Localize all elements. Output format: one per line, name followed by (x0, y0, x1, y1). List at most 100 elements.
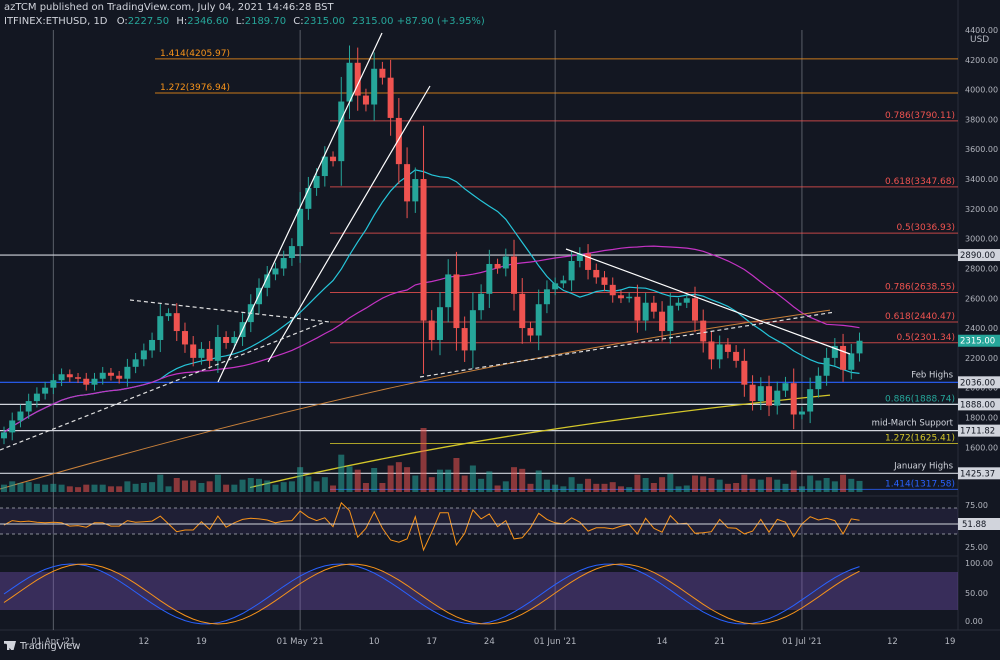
candle-body (766, 386, 773, 406)
volume-bar (288, 481, 295, 492)
candle-body (321, 156, 328, 177)
time-tick-label: 01 May '21 (277, 637, 324, 647)
rsi-tick-label: 25.00 (965, 543, 988, 552)
candle-body (297, 208, 304, 247)
volume-bar (42, 484, 49, 492)
candle-body (807, 389, 814, 412)
volume-bar (239, 479, 246, 492)
price-tag-label: 2036.00 (960, 378, 995, 388)
fib-level-label: 0.5(2301.34) (896, 333, 955, 343)
candle-body (198, 348, 205, 358)
candle-body (511, 256, 518, 294)
candle-body (617, 295, 624, 299)
volume-bar (700, 476, 707, 492)
symbol-label[interactable]: ITFINEX:ETHUSD, 1D (4, 16, 108, 27)
candle-body (33, 393, 40, 402)
candle-body (66, 374, 73, 378)
candle-body (91, 378, 98, 385)
candle-body (313, 176, 320, 188)
fib-level-label: 0.618(3347.68) (885, 177, 955, 187)
time-tick-label: 24 (484, 637, 495, 647)
fib-level-label: 1.272(1625.41) (885, 434, 955, 444)
price-tick-label: 1800.00 (965, 413, 998, 422)
volume-bar (9, 481, 16, 492)
candle-body (50, 380, 57, 388)
ohlc-close-value: 2315.00 (303, 16, 345, 27)
volume-bar (774, 479, 781, 492)
candle-body (840, 345, 847, 370)
volume-bar (190, 480, 197, 492)
volume-bar (585, 478, 592, 492)
volume-bar (807, 475, 814, 492)
publisher-line: azTCM published on TradingView.com, July… (4, 2, 334, 13)
volume-bar (848, 478, 855, 492)
candle-body (371, 68, 378, 105)
ohlc-low-label: L: (235, 16, 245, 27)
ma50-line (3, 245, 860, 433)
ma20-line (3, 169, 860, 433)
candle-body (338, 101, 345, 162)
volume-bar (708, 478, 715, 492)
candle-body (733, 351, 740, 361)
candle-body (461, 328, 468, 351)
volume-bar (132, 483, 139, 492)
volume-bar (469, 465, 476, 492)
volume-bar (724, 483, 731, 492)
volume-bar (741, 474, 748, 492)
candle-body (149, 339, 156, 351)
volume-bar (338, 454, 345, 492)
volume-bar (650, 483, 657, 492)
volume-bar (428, 477, 435, 492)
candle-body (502, 256, 509, 269)
volume-bar (502, 481, 509, 492)
stoch-tick-label: 0.00 (965, 617, 983, 626)
candle-body (436, 307, 443, 340)
candle-body (428, 320, 435, 340)
volume-bar (412, 475, 419, 492)
time-tick-label: 12 (887, 637, 898, 647)
candle-body (17, 411, 24, 421)
candle-body (181, 331, 188, 345)
volume-bar (25, 482, 32, 492)
time-tick-label: 01 Jul '21 (782, 637, 822, 647)
volume-bar (519, 468, 526, 492)
candle-body (831, 345, 838, 358)
volume-bar (346, 466, 353, 492)
volume-bar (58, 484, 65, 492)
volume-bar (321, 477, 328, 492)
volume-bar (214, 474, 221, 492)
fib-level-label: 0.618(2440.47) (885, 312, 955, 322)
volume-bar (691, 475, 698, 492)
price-tick-label: 3200.00 (965, 205, 998, 214)
volume-bar (593, 483, 600, 492)
stoch-tick-label: 100.00 (965, 559, 993, 568)
volume-bar (659, 477, 666, 492)
candle-body (412, 179, 419, 202)
stoch-tick-label: 50.00 (965, 589, 988, 598)
volume-bar (486, 471, 493, 492)
candle-body (9, 420, 16, 433)
last-price-tag-label: 2315.00 (960, 337, 995, 347)
candle-body (190, 344, 197, 358)
candle-body (157, 316, 164, 340)
volume-bar (395, 462, 402, 492)
volume-bar (181, 480, 188, 492)
candle-body (140, 350, 147, 360)
volume-bar (140, 483, 147, 492)
candle-body (585, 253, 592, 270)
trendline (565, 248, 851, 355)
ma200-line (249, 394, 831, 489)
volume-bar (840, 474, 847, 492)
time-tick-label: 01 Apr '21 (31, 637, 75, 647)
volume-bar (634, 474, 641, 492)
trendline (217, 32, 383, 383)
last-price-tag-box (958, 334, 1000, 347)
tradingview-logo-text: TradingView (20, 641, 81, 652)
volume-bar (478, 478, 485, 492)
price-tick-label: 1600.00 (965, 443, 998, 452)
volume-bar (856, 480, 863, 492)
change-value: 2315.00 +87.90 (+3.95%) (352, 16, 485, 27)
volume-bar (1, 484, 7, 492)
fib-level-label: 0.5(3036.93) (896, 223, 955, 233)
